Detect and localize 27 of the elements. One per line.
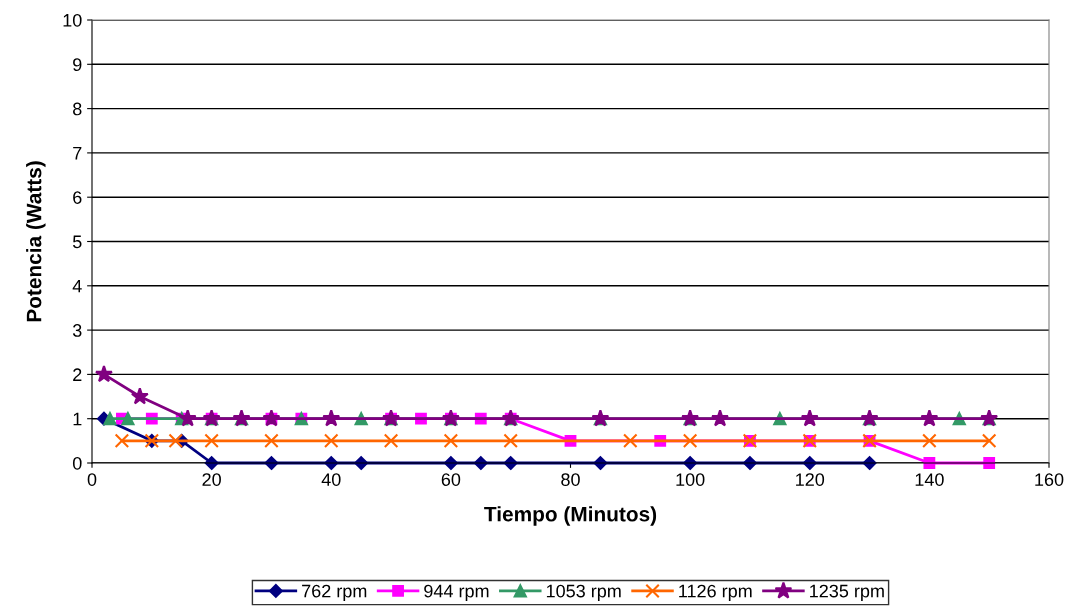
legend-label: 762 rpm (302, 584, 367, 602)
legend-label: 1126 rpm (679, 584, 752, 602)
x-tick-label: 140 (915, 473, 944, 486)
x-tick-label: 60 (441, 473, 461, 486)
x-tick-label: 40 (321, 473, 341, 486)
legend-label: 1235 rpm (810, 584, 884, 602)
x-tick-label: 0 (87, 473, 97, 486)
y-axis-title: Potencia (Watts) (26, 161, 46, 322)
y-tick-label: 1 (73, 412, 82, 426)
x-tick-label: 20 (202, 473, 221, 486)
y-tick-label: 10 (63, 13, 82, 27)
x-axis-title: Tiempo (Minutos) (484, 506, 657, 526)
x-tick-label: 120 (796, 473, 825, 486)
y-tick-label: 9 (73, 58, 82, 72)
y-tick-label: 3 (72, 324, 82, 337)
y-tick-label: 0 (72, 456, 82, 470)
y-tick-label: 4 (72, 279, 82, 293)
x-tick-label: 100 (676, 473, 705, 486)
y-tick-label: 2 (73, 368, 82, 381)
x-tick-label: 160 (1035, 473, 1064, 486)
y-tick-label: 5 (72, 235, 82, 249)
x-tick-label: 80 (561, 473, 580, 486)
legend-label: 944 rpm (424, 584, 489, 602)
y-tick-label: 7 (73, 147, 82, 160)
y-tick-label: 6 (73, 191, 82, 204)
y-tick-label: 8 (73, 102, 82, 116)
legend-label: 1053 rpm (546, 584, 621, 602)
